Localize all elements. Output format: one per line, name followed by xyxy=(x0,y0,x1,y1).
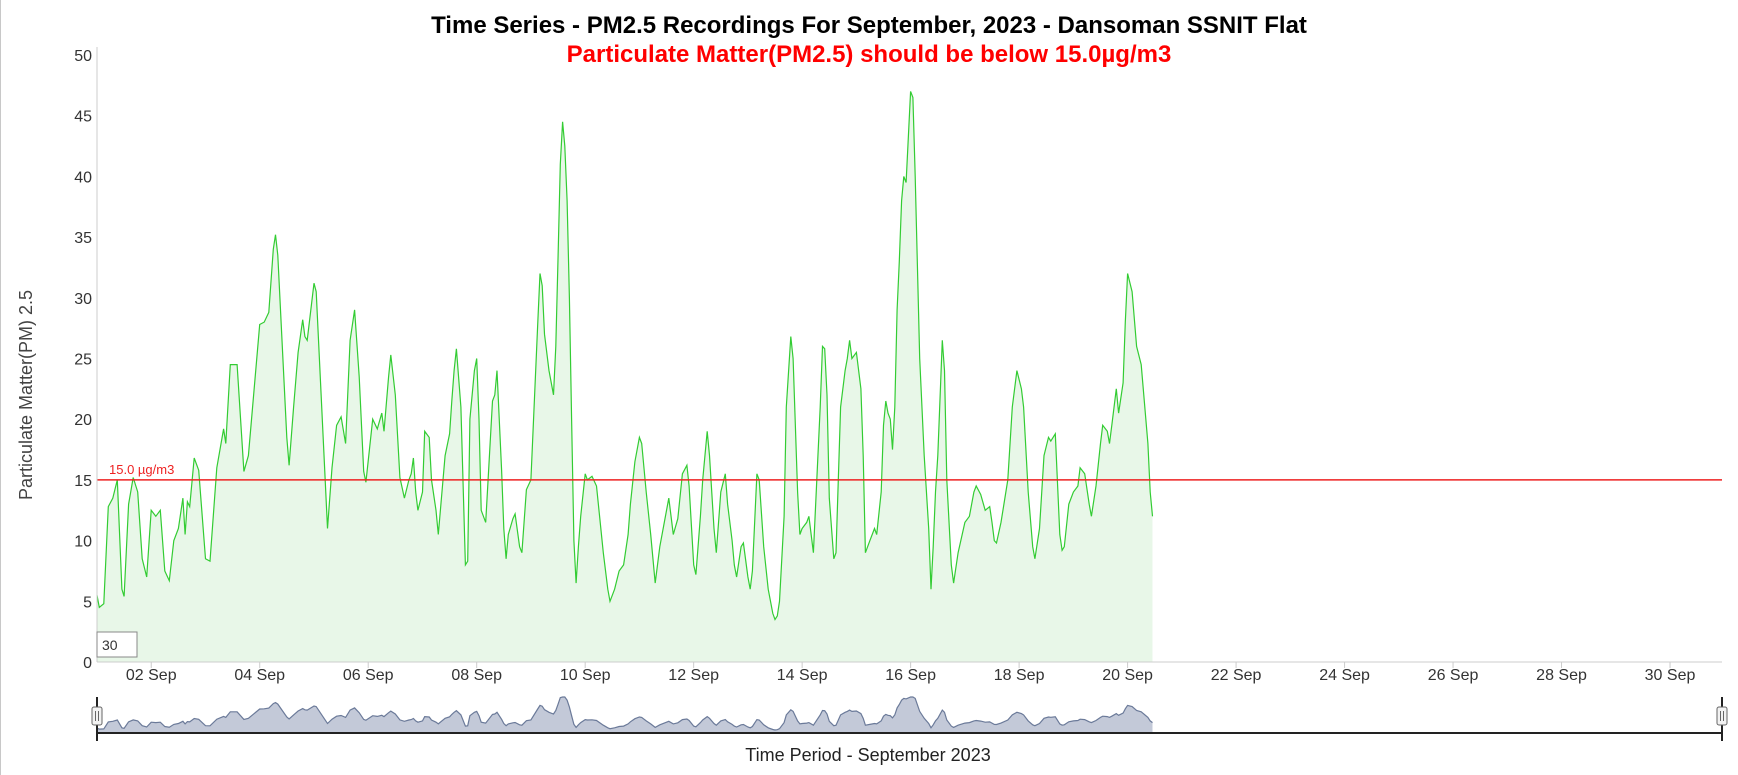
y-tick-label: 20 xyxy=(74,412,92,429)
x-tick-label: 26 Sep xyxy=(1428,667,1479,684)
y-tick-label: 0 xyxy=(83,655,92,672)
y-tick-label: 10 xyxy=(74,534,92,551)
x-axis-label: Time Period - September 2023 xyxy=(745,745,990,765)
y-tick-label: 25 xyxy=(74,352,92,369)
y-tick-label: 45 xyxy=(74,109,92,126)
y-tick-label: 15 xyxy=(74,473,92,490)
x-tick-label: 12 Sep xyxy=(668,667,719,684)
left-border xyxy=(0,0,1,775)
y-tick-label: 5 xyxy=(83,594,92,611)
navigator-left-handle[interactable] xyxy=(91,706,103,726)
navigator-area xyxy=(97,697,1153,733)
axis-ticks: 0 5 10 15 20 25 30 35 40 45 50 02 Sep 04 Sep 06 Sep 08… xyxy=(74,47,1722,684)
plot-area[interactable]: 15.0 µg/m3 xyxy=(96,91,1722,662)
x-tick-label: 30 Sep xyxy=(1645,667,1696,684)
x-tick-label: 06 Sep xyxy=(343,667,394,684)
y-tick-label: 50 xyxy=(74,48,92,65)
pm25-area xyxy=(97,91,1153,662)
navigator[interactable] xyxy=(91,696,1728,741)
x-tick-label: 10 Sep xyxy=(560,667,611,684)
x-tick-label: 16 Sep xyxy=(885,667,936,684)
y-tick-label: 30 xyxy=(74,291,92,308)
x-tick-label: 22 Sep xyxy=(1211,667,1262,684)
pm25-series-line xyxy=(96,91,1154,621)
y-tick-label: 40 xyxy=(74,169,92,186)
x-tick-label: 18 Sep xyxy=(994,667,1045,684)
navigator-right-handle[interactable] xyxy=(1716,706,1728,726)
x-tick-label: 14 Sep xyxy=(777,667,828,684)
x-tick-label: 20 Sep xyxy=(1102,667,1153,684)
x-tick-label: 02 Sep xyxy=(126,667,177,684)
y-tick-label: 35 xyxy=(74,230,92,247)
x-tick-label: 28 Sep xyxy=(1536,667,1587,684)
x-tick-label: 04 Sep xyxy=(234,667,285,684)
threshold-label: 15.0 µg/m3 xyxy=(109,462,174,477)
range-input-value: 30 xyxy=(102,637,118,653)
x-tick-label: 08 Sep xyxy=(451,667,502,684)
chart-subtitle: Particulate Matter(PM2.5) should be belo… xyxy=(566,41,1172,68)
range-input-box[interactable]: 30 xyxy=(96,631,138,658)
navigator-line xyxy=(96,696,1153,731)
chart-title: Time Series - PM2.5 Recordings For Septe… xyxy=(431,12,1307,39)
y-axis-label: Particulate Matter(PM) 2.5 xyxy=(16,290,36,500)
x-tick-label: 24 Sep xyxy=(1319,667,1370,684)
